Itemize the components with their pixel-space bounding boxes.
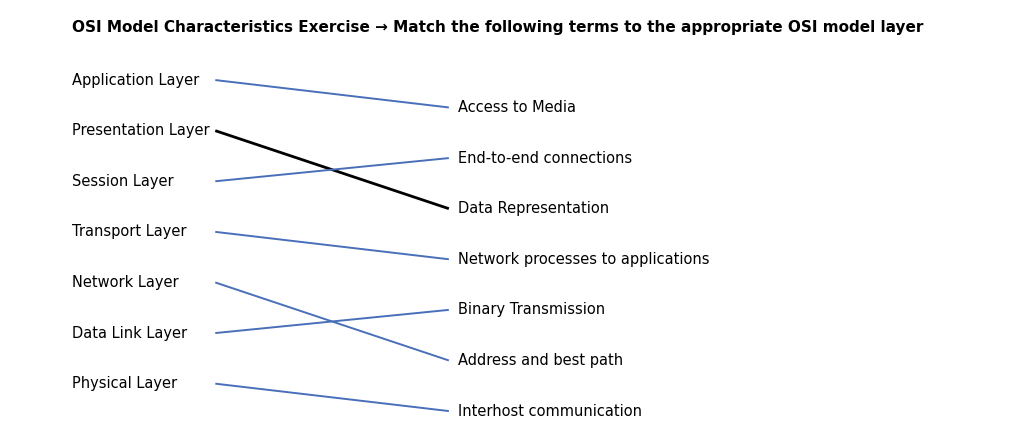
Text: Address and best path: Address and best path bbox=[458, 353, 623, 368]
Text: Transport Layer: Transport Layer bbox=[72, 224, 186, 240]
Text: Access to Media: Access to Media bbox=[458, 100, 575, 115]
Text: End-to-end connections: End-to-end connections bbox=[458, 150, 632, 166]
Text: Data Representation: Data Representation bbox=[458, 201, 609, 216]
Text: Session Layer: Session Layer bbox=[72, 174, 173, 189]
Text: Data Link Layer: Data Link Layer bbox=[72, 326, 186, 341]
Text: Binary Transmission: Binary Transmission bbox=[458, 302, 605, 317]
Text: Network Layer: Network Layer bbox=[72, 275, 178, 290]
Text: OSI Model Characteristics Exercise → Match the following terms to the appropriat: OSI Model Characteristics Exercise → Mat… bbox=[72, 20, 923, 35]
Text: Application Layer: Application Layer bbox=[72, 73, 199, 88]
Text: Physical Layer: Physical Layer bbox=[72, 376, 177, 391]
Text: Interhost communication: Interhost communication bbox=[458, 404, 642, 418]
Text: Presentation Layer: Presentation Layer bbox=[72, 123, 209, 138]
Text: Network processes to applications: Network processes to applications bbox=[458, 252, 710, 267]
